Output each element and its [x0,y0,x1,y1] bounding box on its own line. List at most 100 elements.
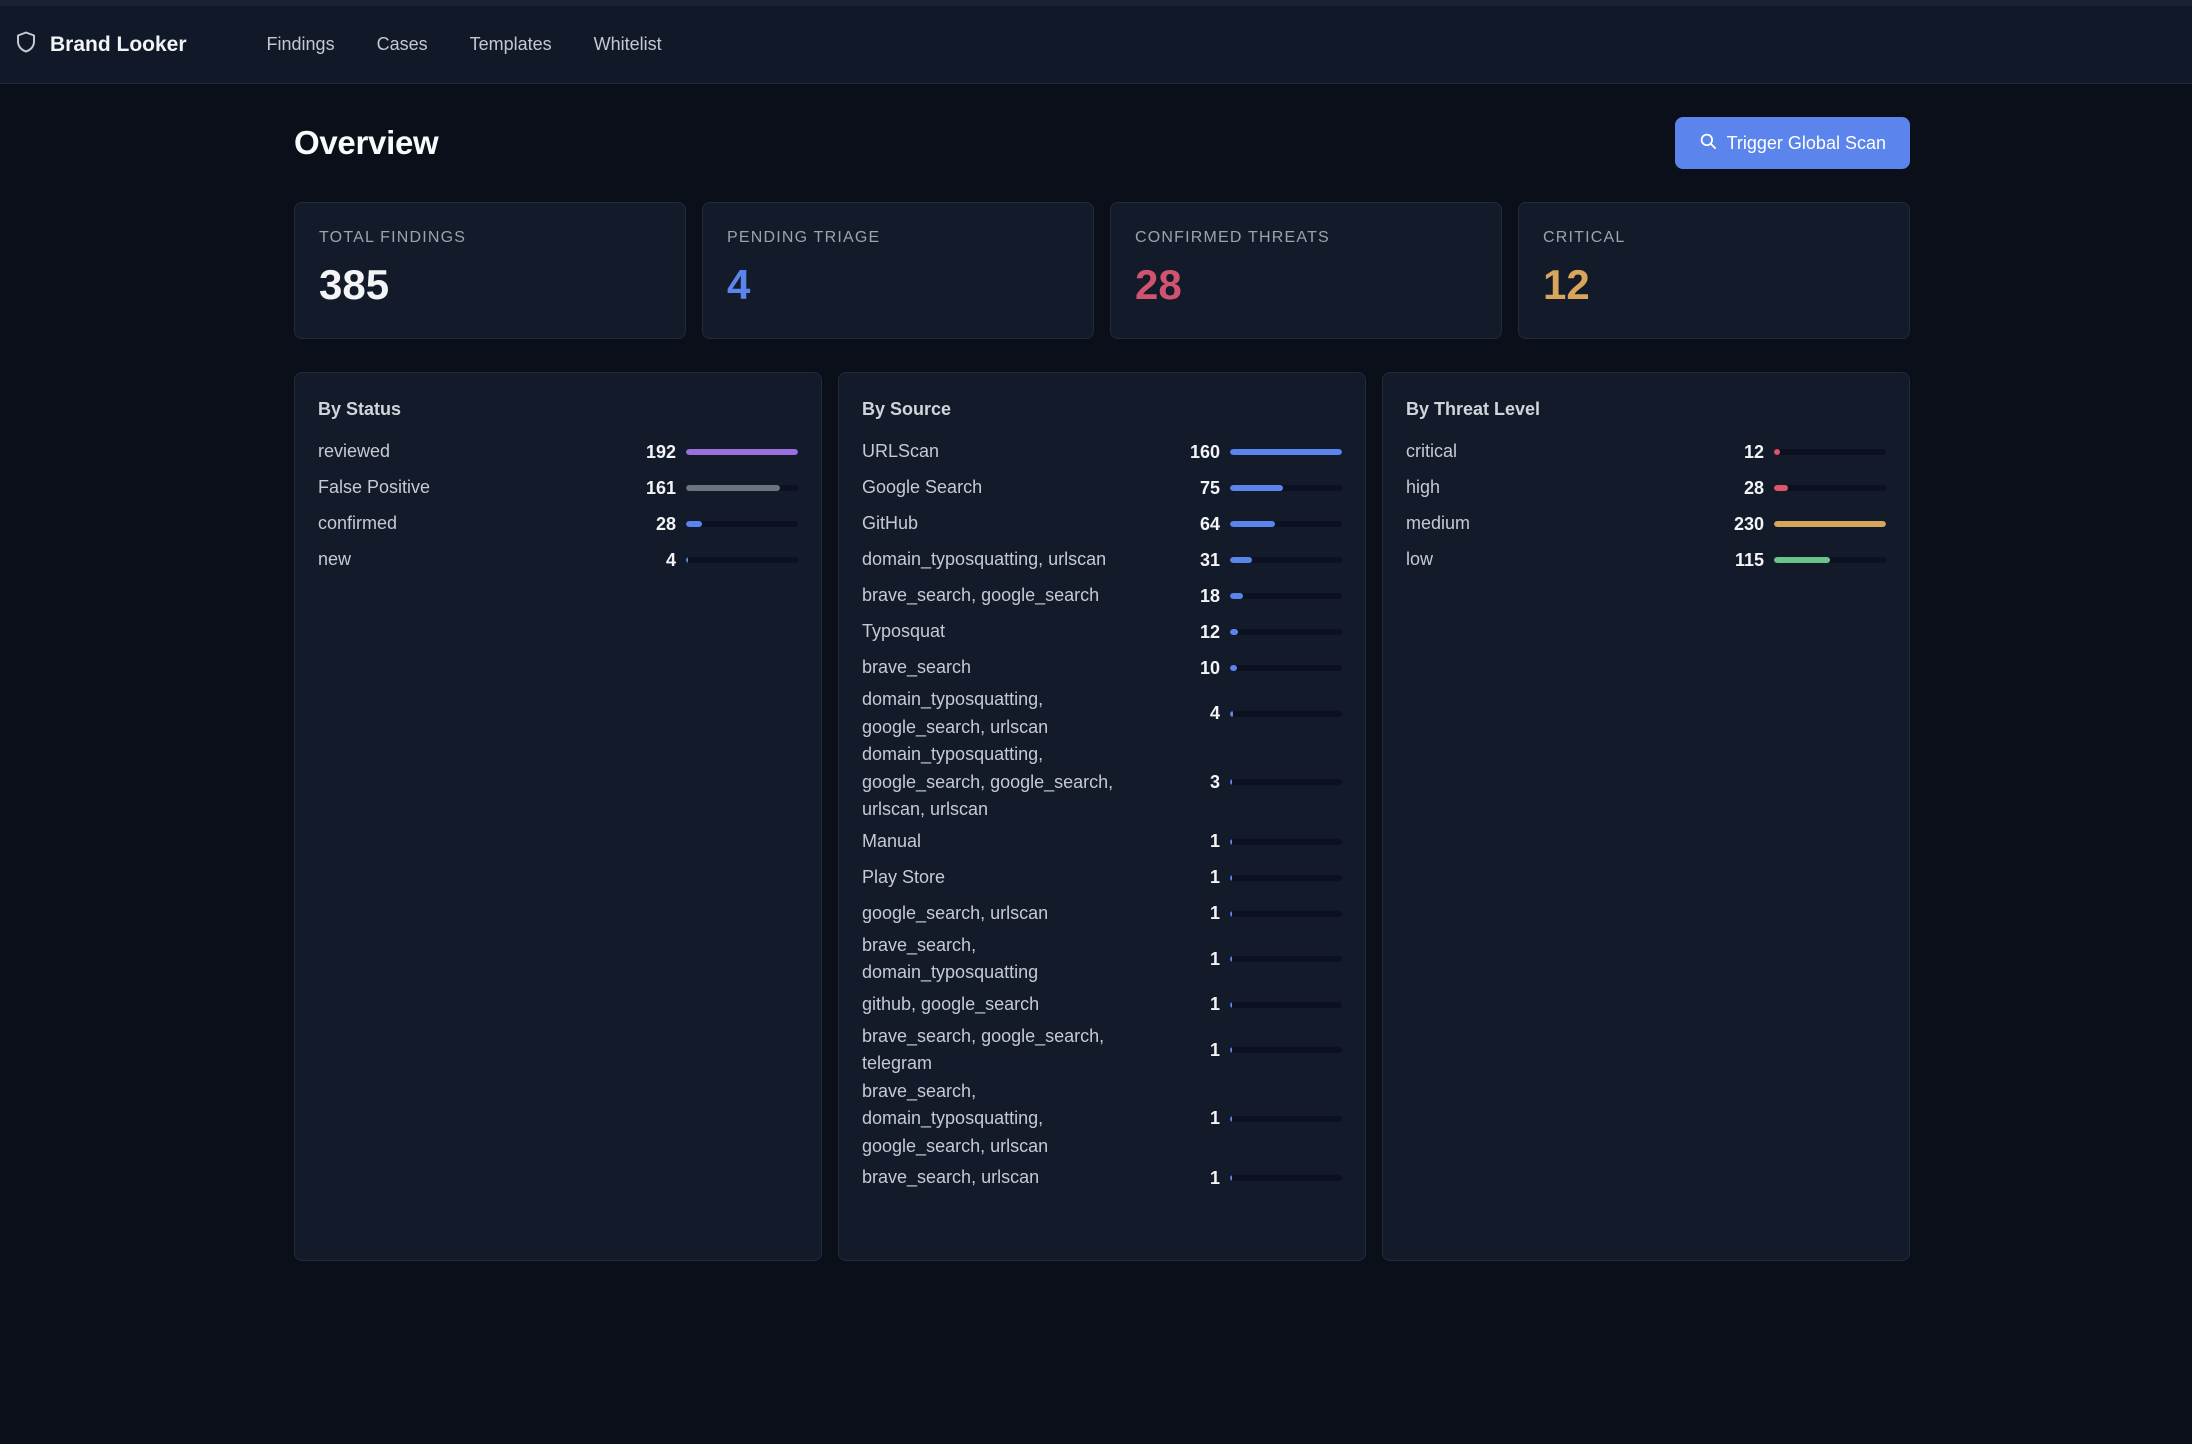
row-count: 28 [1743,477,1764,498]
bar-fill [1230,874,1233,881]
bar-track [1774,521,1886,527]
breakdown-row: Manual 1 [862,824,1342,860]
breakdown-row: reviewed 192 [318,434,798,470]
row-count: 160 [1189,441,1220,462]
row-label: new [318,549,352,570]
row-count: 1 [1209,1039,1220,1060]
row-label: False Positive [318,477,431,498]
row-label: brave_search, domain_typosquatting [862,934,1039,983]
panel-title: By Status [318,399,402,419]
brand[interactable]: Brand Looker [14,30,187,59]
bar-track [1230,1001,1342,1008]
stat-label: CONFIRMED THREATS [1135,229,1330,246]
breakdown-row: high 28 [1406,470,1886,506]
breakdown-row: confirmed 28 [318,506,798,542]
row-label: brave_search, google_search, telegram [862,1025,1105,1074]
bar-fill [1230,485,1283,491]
page-header: Overview Trigger Global Scan [294,84,1910,202]
bar-track [1774,485,1886,491]
bar-fill [686,557,689,563]
row-label: medium [1406,513,1471,534]
row-label: critical [1406,441,1458,462]
row-label: Typosquat [862,621,946,642]
bar-track [1230,665,1342,671]
bar-track [1230,779,1342,786]
row-label: brave_search, urlscan [862,1167,1040,1188]
status-rows: reviewed 192 False Positive 161 confirmed 28 n… [318,434,798,578]
stat-card-total-findings: TOTAL FINDINGS 385 [294,202,686,339]
row-count: 1 [1209,994,1220,1014]
row-count: 10 [1199,657,1220,678]
nav-link-findings[interactable]: Findings [266,34,335,54]
bar-fill [1230,593,1243,599]
stat-value: 28 [1135,261,1182,308]
row-label: domain_typosquatting, google_search, goo… [862,744,1114,819]
bar-track [1230,485,1342,491]
bar-track [1774,449,1886,455]
breakdown-row: domain_typosquatting, google_search, url… [862,686,1342,741]
breakdown-row: URLScan 160 [862,434,1342,470]
bar-track [686,449,798,455]
row-label: domain_typosquatting, google_search, url… [862,689,1049,737]
row-label: low [1406,549,1434,570]
panel-title: By Threat Level [1406,399,1541,419]
row-count: 3 [1209,771,1220,792]
row-count: 115 [1734,549,1764,570]
top-strip [0,0,2192,6]
breakdown-row: GitHub 64 [862,506,1342,542]
nav-link-cases[interactable]: Cases [376,34,428,54]
breakdown-row: google_search, urlscan 1 [862,896,1342,932]
row-label: Google Search [862,477,983,498]
row-count: 1 [1209,831,1220,851]
stat-value: 4 [727,261,751,308]
row-count: 4 [665,549,676,570]
bar-fill [1230,710,1233,717]
breakdown-row: critical 12 [1406,434,1886,470]
row-count: 161 [645,477,676,498]
bar-fill [1230,449,1342,455]
nav-link-templates[interactable]: Templates [469,34,552,54]
bar-fill [1230,956,1233,962]
bar-fill [1230,779,1233,786]
bar-track [1230,874,1342,881]
row-count: 192 [645,441,676,462]
bar-fill [1774,521,1886,527]
brand-name: Brand Looker [50,32,187,56]
page-title: Overview [294,124,439,161]
bar-track [686,485,798,491]
row-label: reviewed [318,441,391,462]
trigger-global-scan-button[interactable]: Trigger Global Scan [1674,117,1910,169]
breakdown-row: brave_search, domain_typosquatting 1 [862,932,1342,987]
search-icon [1699,132,1717,155]
breakdown-row: brave_search, domain_typosquatting, goog… [862,1078,1342,1161]
row-count: 1 [1209,867,1220,887]
stat-label: CRITICAL [1543,229,1626,246]
breakdown-row: new 4 [318,542,798,578]
bar-fill [1774,449,1780,455]
bar-fill [686,521,703,527]
row-label: domain_typosquatting, urlscan [862,549,1107,570]
bar-fill [1230,910,1233,917]
row-count: 1 [1209,1108,1220,1129]
row-label: google_search, urlscan [862,902,1049,923]
bar-fill [1230,838,1233,845]
nav-link-whitelist[interactable]: Whitelist [593,34,662,54]
stat-value: 12 [1543,261,1590,308]
shield-icon [14,30,38,59]
bar-track [1230,710,1342,717]
breakdown-row: Typosquat 12 [862,614,1342,650]
breakdown-row: low 115 [1406,542,1886,578]
breakdown-row: brave_search, google_search, telegram 1 [862,1023,1342,1078]
bar-track [1230,557,1342,563]
bar-track [1230,1115,1342,1122]
stat-card-pending-triage: PENDING TRIAGE 4 [702,202,1094,339]
row-count: 12 [1199,621,1220,642]
stat-value: 385 [319,261,390,308]
bar-track [1230,593,1342,599]
bar-fill [1230,629,1239,635]
row-count: 31 [1199,549,1220,570]
breakdown-panels: By Status reviewed 192 False Positive 161 co… [294,372,1910,1261]
row-label: Play Store [862,866,946,887]
row-count: 75 [1199,477,1220,498]
trigger-global-scan-label: Trigger Global Scan [1726,132,1886,153]
